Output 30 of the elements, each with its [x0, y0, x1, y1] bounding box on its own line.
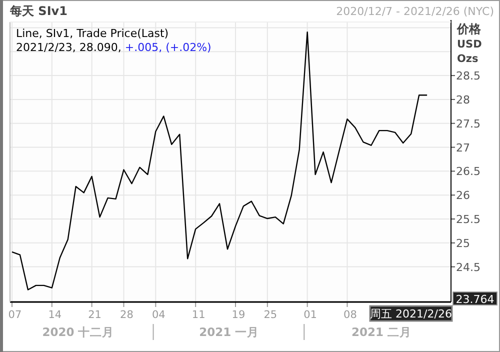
chart-title: 每天 SIv1: [9, 4, 68, 18]
y-tick-label: 27: [456, 141, 470, 154]
y-axis-title: 价格 USD Ozs: [456, 22, 482, 65]
text: 2020 十二月: [42, 325, 114, 339]
chart-subtitle: 2020/12/7 - 2021/2/26 (NYC): [336, 5, 494, 18]
x-tick-label: 11: [192, 309, 206, 321]
y-tick-label: 24.5: [456, 260, 480, 274]
x-tick-label: 25: [264, 309, 278, 321]
y-tick-label: 25: [456, 236, 470, 250]
text: 2021 二月: [352, 325, 412, 339]
x-tick-label: 28: [120, 309, 134, 321]
y-tick-label: 26: [456, 189, 470, 202]
annotation: +.005, (+.02%): [124, 41, 212, 54]
y-tick-label: 26.5: [456, 165, 480, 178]
x-tick-label: 19: [232, 309, 246, 321]
annotation: 2021/2/23, 28.090,: [16, 41, 122, 54]
y-tick-label: 27.5: [456, 117, 480, 130]
x-tick-label: 07: [8, 309, 22, 321]
x-tick-label: 04: [152, 309, 166, 321]
x-tick-label: 01: [304, 309, 318, 321]
annotation: Line, SIv1, Trade Price(Last): [16, 27, 169, 40]
y-tick-label: 28.5: [456, 70, 480, 83]
text: 周五 2021/2/26: [370, 308, 452, 320]
y-tick-label: 28: [456, 93, 470, 106]
x-tick-label: 08: [344, 309, 357, 321]
y-tick-label: 23.764: [456, 293, 494, 306]
y-tick-label: 25.5: [456, 212, 480, 226]
text: 2021 一月: [199, 325, 260, 339]
x-tick-label: 21: [88, 309, 102, 321]
x-tick-label: 14: [48, 309, 62, 321]
